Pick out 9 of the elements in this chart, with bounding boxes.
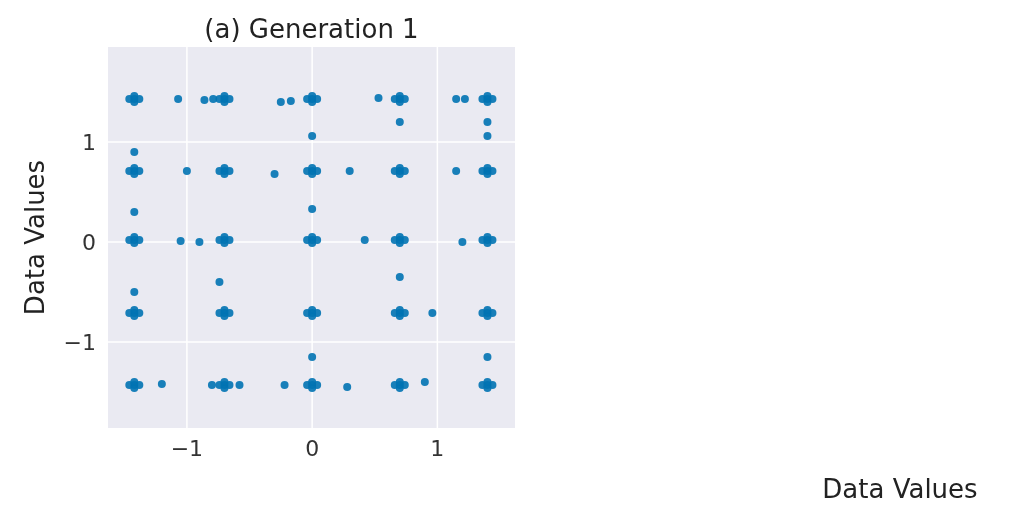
- y-tick-label: −1: [63, 329, 96, 355]
- y-tick-label: 0: [82, 229, 96, 255]
- chart-title: (a) Generation 1: [204, 14, 419, 44]
- x-tick-label: 0: [305, 436, 320, 461]
- y-axis-title: Data Values: [20, 159, 50, 316]
- x-tick-label: −1: [170, 436, 204, 461]
- x-tick-label: 1: [430, 436, 445, 461]
- y-tick-label: 1: [82, 129, 96, 155]
- text: Data Values: [822, 474, 978, 504]
